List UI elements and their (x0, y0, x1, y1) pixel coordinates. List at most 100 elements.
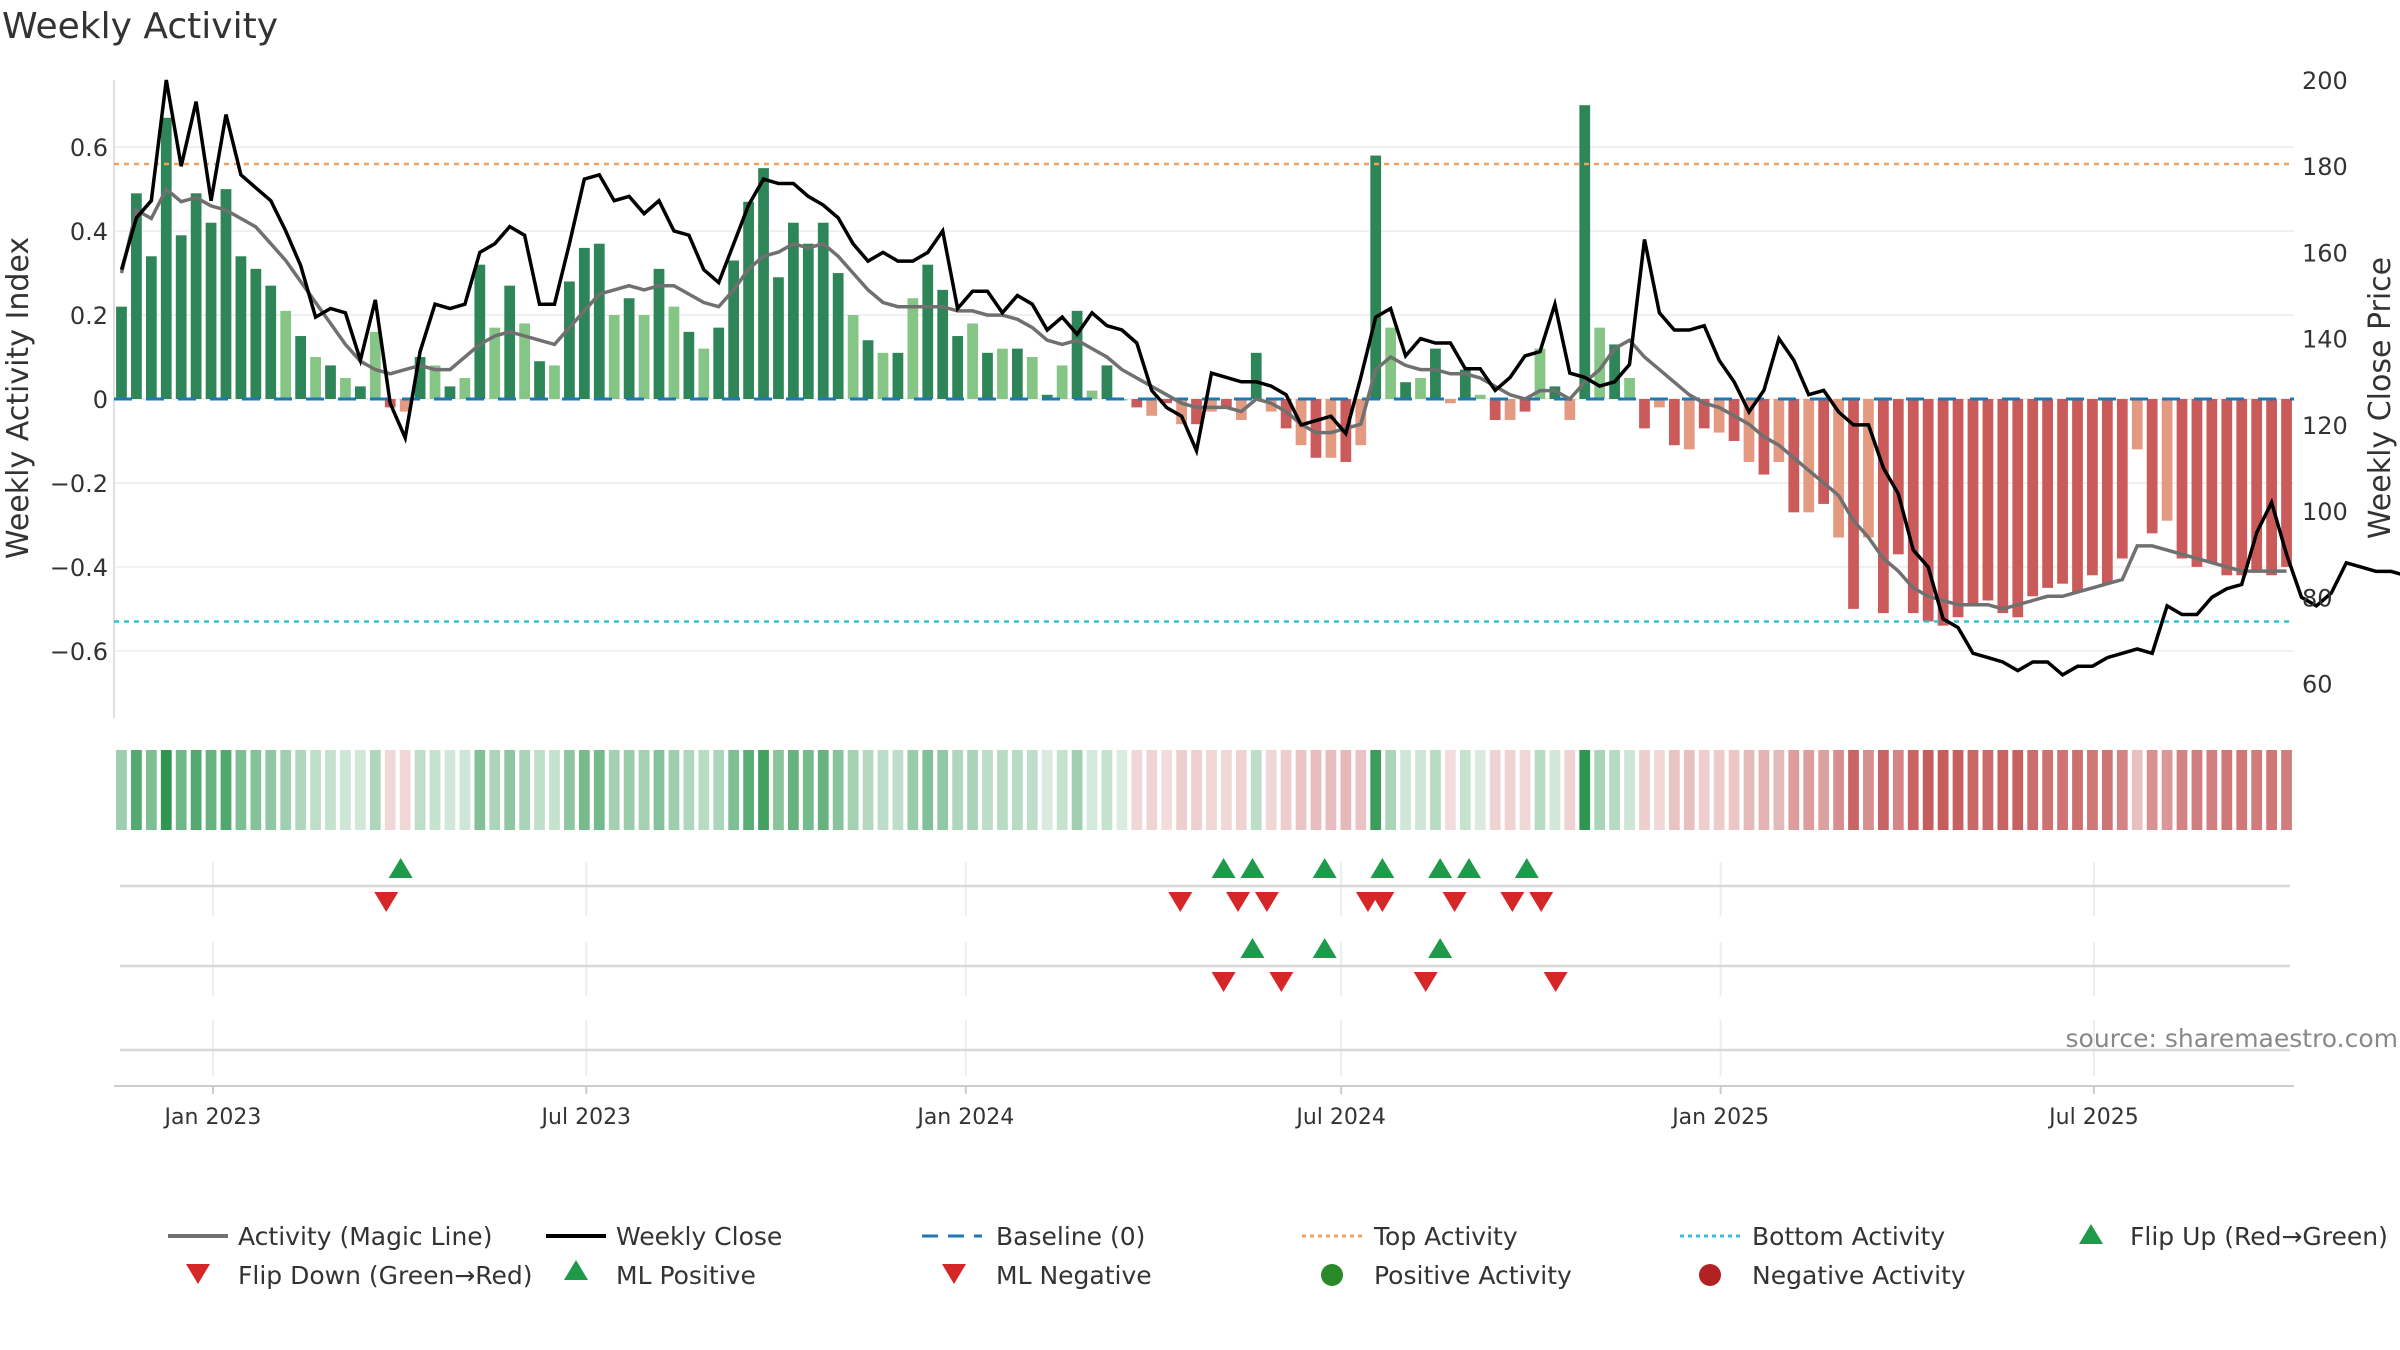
heat-cell (817, 750, 829, 830)
activity-bar (1504, 399, 1516, 420)
activity-bar (668, 306, 680, 399)
heat-cell (1221, 750, 1232, 830)
ml-negative-marker (1211, 972, 1236, 992)
flip-up-marker (388, 858, 413, 878)
heat-cell (1878, 750, 1889, 830)
activity-bar (773, 277, 784, 399)
activity-bar (519, 323, 530, 399)
heat-cell (1191, 750, 1202, 830)
heat-cell (1176, 750, 1187, 830)
heat-cell (1534, 750, 1546, 830)
heat-cell (429, 750, 441, 830)
reference-lines (114, 162, 2294, 623)
legend-magic-line-label: Activity (Magic Line) (238, 1222, 492, 1251)
activity-bar (1265, 399, 1277, 412)
signal-strip-frames (120, 862, 2290, 1076)
heat-cell (1519, 750, 1531, 830)
activity-bar (2236, 399, 2248, 576)
activity-bar (1967, 399, 1979, 605)
heat-cell (862, 750, 874, 830)
activity-bar (982, 352, 993, 399)
activity-bar (160, 117, 172, 400)
heat-cell (310, 750, 321, 830)
heat-cell (1907, 750, 1919, 830)
flip-up-marker (1240, 858, 1265, 878)
heat-cell (802, 750, 814, 830)
activity-bar (2101, 399, 2113, 584)
heat-cell (1071, 750, 1083, 830)
activity-bar (354, 386, 366, 399)
heat-cell (2057, 750, 2068, 830)
y-left-tick-label: −0.2 (50, 470, 108, 498)
heat-cell (250, 750, 262, 830)
y-right-tick-label: 200 (2302, 67, 2348, 95)
heat-cell (698, 750, 710, 830)
heat-cell (160, 750, 172, 830)
activity-bar (1011, 348, 1023, 399)
heat-cell (997, 750, 1008, 830)
activity-bar (116, 306, 127, 399)
heat-cell (2012, 750, 2024, 830)
flip-down-marker (1226, 892, 1251, 912)
heat-cell (205, 750, 217, 830)
activity-bar (1833, 399, 1844, 538)
activity-bar (2266, 399, 2277, 576)
y-right-tick-label: 60 (2302, 671, 2333, 699)
activity-bar (1370, 155, 1382, 399)
activity-bar (2191, 399, 2203, 567)
activity-bar (1907, 399, 1919, 614)
legend-item-ml-negative: ML Negative (942, 1261, 1152, 1290)
heat-cell (190, 750, 202, 830)
activity-bar (1683, 399, 1695, 450)
heat-cell (847, 750, 859, 830)
activity-bar (1489, 399, 1501, 420)
activity-bar (802, 243, 814, 399)
heat-cell (1056, 750, 1068, 830)
heat-cell (713, 750, 725, 830)
legend-item-weekly-close: Weekly Close (546, 1222, 782, 1251)
activity-bar (1997, 399, 2009, 614)
flip-down-marker (374, 892, 399, 912)
activity-bar (698, 348, 710, 399)
activity-bar (250, 268, 262, 399)
heat-cell (2101, 750, 2113, 830)
activity-bar (1191, 399, 1202, 425)
activity-bar (892, 352, 904, 399)
positive-activity-swatch (1321, 1264, 1343, 1286)
heat-cell (578, 750, 590, 830)
heat-cell (116, 750, 127, 830)
activity-bar (1310, 399, 1322, 458)
ml-positive-marker (1312, 938, 1337, 958)
date-tick-label: Jan 2023 (163, 1105, 262, 1130)
heat-cell (534, 750, 545, 830)
activity-bar (862, 340, 874, 399)
activity-bar (832, 273, 844, 399)
heat-cell (145, 750, 157, 830)
activity-bar (817, 222, 829, 399)
activity-bar (534, 361, 545, 399)
heat-cell (1504, 750, 1516, 830)
heat-cell (1116, 750, 1128, 830)
heat-cell (1937, 750, 1949, 830)
heat-cell (668, 750, 680, 830)
activity-bar (325, 365, 336, 399)
series-lines (119, 79, 2400, 678)
activity-bar (2251, 399, 2263, 572)
heat-cell (1206, 750, 1217, 830)
heat-cell (1579, 750, 1591, 830)
heat-cell (967, 750, 978, 830)
activity-bar (1430, 348, 1441, 399)
activity-bar (1026, 357, 1038, 399)
heat-cell (1892, 750, 1904, 830)
activity-bar (2176, 399, 2188, 559)
heat-cell (399, 750, 411, 830)
legend-item-positive-activity: Positive Activity (1321, 1261, 1572, 1290)
heat-cell (1400, 750, 1411, 830)
flip-down-marker (1529, 892, 1554, 912)
legend-ml-positive-label: ML Positive (616, 1261, 756, 1290)
heat-cell (1788, 750, 1800, 830)
activity-bar (2057, 399, 2068, 584)
heat-cell (1101, 750, 1113, 830)
heat-cell (1654, 750, 1665, 830)
activity-bar (1878, 399, 1889, 614)
